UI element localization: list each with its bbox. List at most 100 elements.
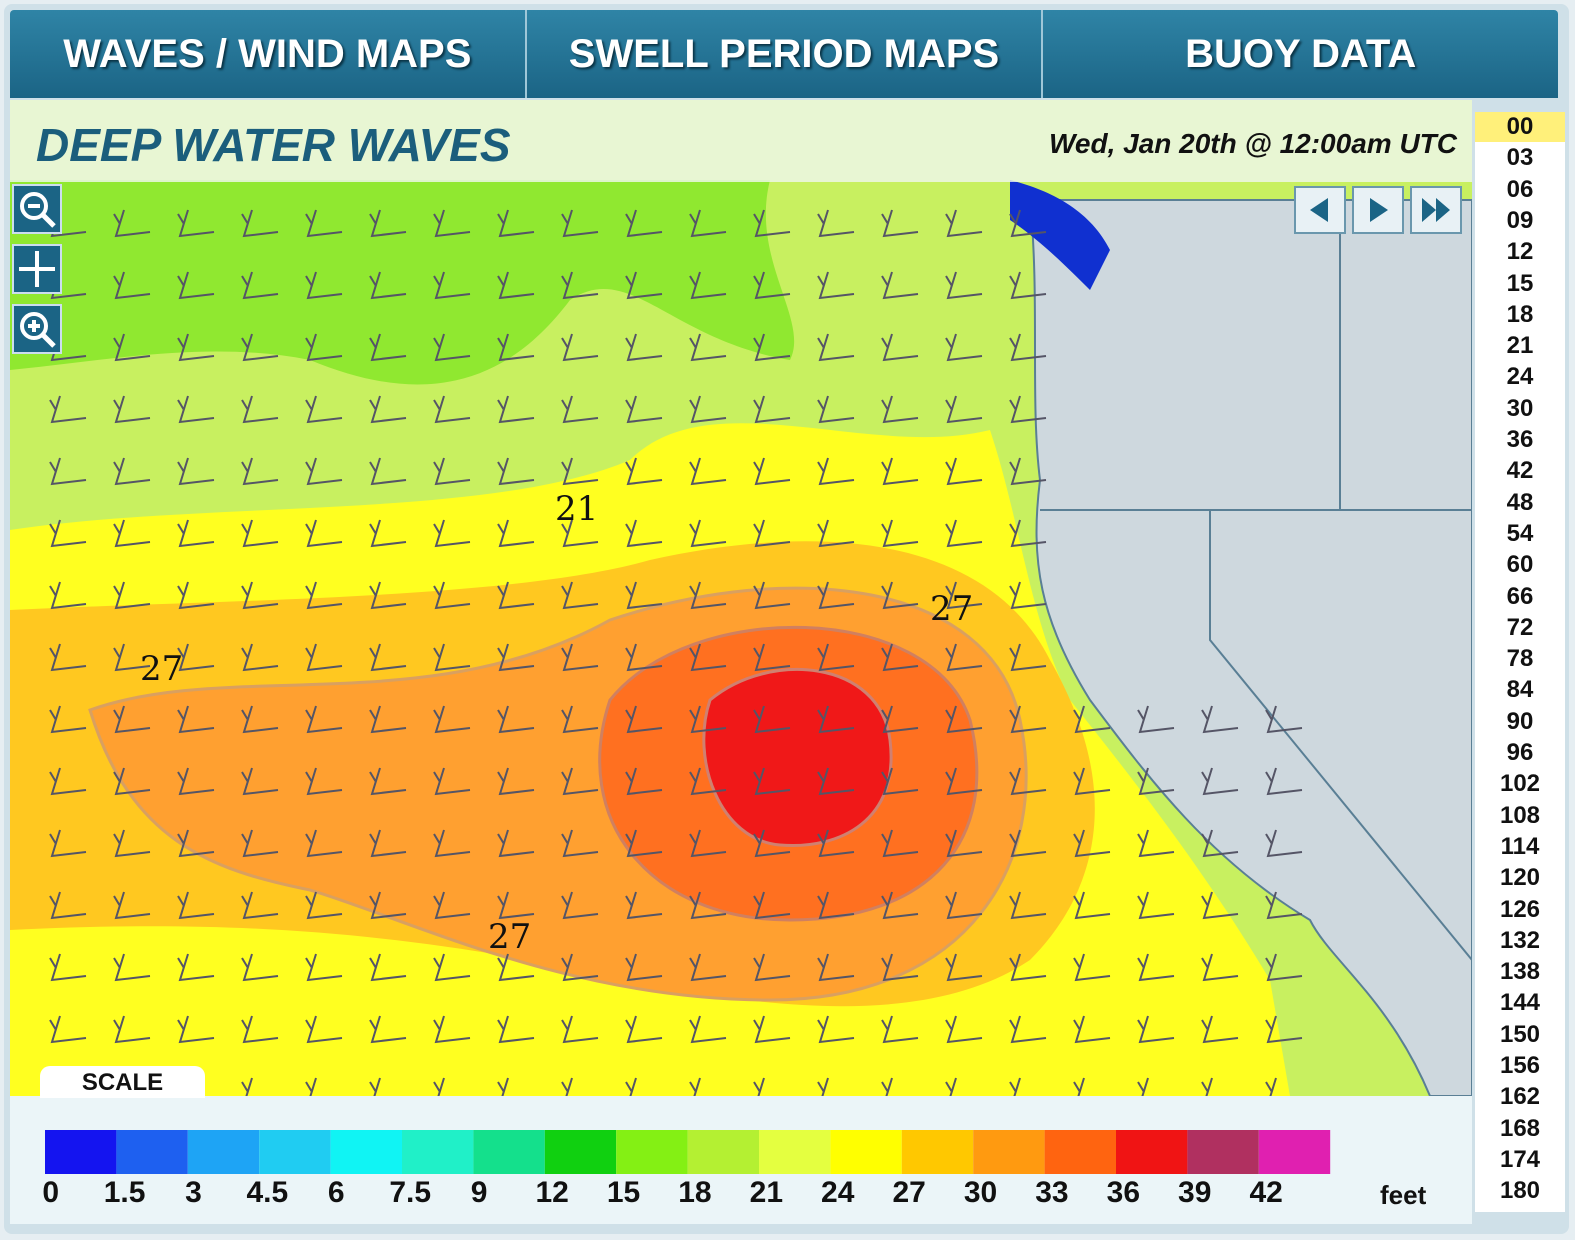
wind-barb bbox=[241, 767, 279, 796]
wind-barb bbox=[881, 767, 919, 796]
hour-option[interactable]: 138 bbox=[1499, 958, 1541, 986]
wind-barb bbox=[369, 953, 407, 982]
wind-barb bbox=[1009, 1077, 1021, 1096]
hour-option[interactable]: 102 bbox=[1499, 770, 1541, 798]
hour-option[interactable]: 132 bbox=[1499, 926, 1541, 954]
green-zone bbox=[10, 180, 795, 385]
hour-option[interactable]: 42 bbox=[1506, 457, 1534, 485]
hour-option[interactable]: 114 bbox=[1500, 832, 1540, 860]
scale-tick-label: 12 bbox=[535, 1176, 569, 1209]
scale-swatch bbox=[973, 1130, 1045, 1174]
wind-barb bbox=[1137, 1015, 1175, 1044]
prev-button[interactable] bbox=[1294, 186, 1346, 234]
wind-barb bbox=[113, 519, 151, 548]
scale-tick-label: 30 bbox=[963, 1176, 998, 1209]
hour-option[interactable]: 36 bbox=[1506, 426, 1534, 453]
hour-option[interactable]: 66 bbox=[1506, 582, 1534, 610]
next-button[interactable] bbox=[1410, 186, 1462, 234]
wind-barb bbox=[305, 1077, 317, 1096]
hour-option[interactable]: 72 bbox=[1506, 613, 1534, 641]
wind-barb bbox=[1265, 829, 1303, 858]
wind-barb bbox=[945, 705, 983, 734]
wind-barb bbox=[1137, 1077, 1149, 1096]
wind-barb bbox=[945, 767, 983, 796]
hour-option[interactable]: 126 bbox=[1499, 895, 1541, 923]
pan-button[interactable] bbox=[12, 244, 62, 294]
wind-barb bbox=[305, 581, 343, 610]
hour-option[interactable]: 162 bbox=[1499, 1083, 1541, 1111]
wind-barb bbox=[497, 581, 535, 610]
wind-barb bbox=[369, 333, 407, 362]
wind-barb bbox=[305, 643, 343, 672]
contour-label: 27 bbox=[488, 917, 531, 957]
hour-option[interactable]: 156 bbox=[1499, 1052, 1541, 1079]
scale-tick-label: 9 bbox=[470, 1176, 488, 1209]
wind-barb bbox=[497, 829, 535, 858]
scale-tick-label: 36 bbox=[1106, 1176, 1141, 1209]
hour-option[interactable]: 00 bbox=[1475, 112, 1565, 142]
scale-tick-label: 15 bbox=[606, 1176, 641, 1209]
wind-barb bbox=[433, 581, 471, 610]
hour-option[interactable]: 15 bbox=[1506, 269, 1534, 297]
wind-barb bbox=[817, 457, 855, 486]
wind-barb bbox=[177, 829, 215, 858]
wind-barb bbox=[881, 519, 919, 548]
wind-barb bbox=[1009, 953, 1047, 982]
nav-tab[interactable]: SWELL PERIOD MAPS bbox=[527, 10, 1044, 98]
wind-barb bbox=[1201, 705, 1239, 734]
hour-option[interactable]: 96 bbox=[1506, 739, 1534, 766]
wind-barb bbox=[241, 891, 279, 920]
hour-option[interactable]: 144 bbox=[1499, 989, 1541, 1017]
hour-option[interactable]: 174 bbox=[1499, 1145, 1541, 1173]
wind-barb bbox=[433, 209, 471, 238]
hour-option[interactable]: 120 bbox=[1499, 864, 1541, 892]
wind-barb bbox=[561, 333, 599, 362]
hour-option[interactable]: 168 bbox=[1499, 1114, 1541, 1142]
wind-barb bbox=[369, 705, 407, 734]
wind-barb bbox=[753, 643, 791, 672]
scale-swatch bbox=[1187, 1130, 1259, 1174]
wind-barb bbox=[561, 643, 599, 672]
hour-option[interactable]: 108 bbox=[1499, 801, 1541, 829]
icon bbox=[19, 251, 55, 287]
wind-barb bbox=[753, 395, 791, 424]
wind-barb bbox=[433, 891, 471, 920]
wind-barb bbox=[945, 953, 983, 982]
wind-barb bbox=[177, 705, 215, 734]
hour-option[interactable]: 24 bbox=[1506, 363, 1534, 391]
zoom-in-button[interactable] bbox=[12, 304, 62, 354]
hour-option[interactable]: 78 bbox=[1506, 645, 1534, 673]
hour-option[interactable]: 30 bbox=[1506, 394, 1534, 422]
wind-barb bbox=[177, 581, 215, 610]
wind-barb bbox=[689, 829, 727, 858]
wind-barb bbox=[561, 271, 599, 300]
wind-barb bbox=[1201, 1015, 1239, 1044]
wind-barb bbox=[1009, 581, 1047, 610]
wind-barb bbox=[945, 519, 983, 548]
scale-tick-label: 33 bbox=[1035, 1176, 1069, 1209]
nav-tab[interactable]: BUOY DATA bbox=[1185, 31, 1417, 76]
hour-option[interactable]: 48 bbox=[1506, 488, 1534, 516]
hour-option[interactable]: 03 bbox=[1506, 144, 1534, 172]
wind-barb bbox=[177, 209, 215, 238]
wind-barb bbox=[241, 705, 279, 734]
hour-option[interactable]: 21 bbox=[1506, 332, 1534, 360]
hour-option[interactable]: 90 bbox=[1506, 707, 1534, 735]
wind-barb bbox=[561, 891, 599, 920]
wind-barb bbox=[1137, 705, 1175, 734]
hour-option[interactable]: 54 bbox=[1506, 519, 1534, 547]
icon bbox=[20, 192, 56, 228]
wind-barb bbox=[753, 457, 791, 486]
hour-option[interactable]: 180 bbox=[1499, 1177, 1541, 1205]
hour-option[interactable]: 84 bbox=[1506, 676, 1534, 704]
hour-option[interactable]: 09 bbox=[1506, 206, 1534, 234]
play-button[interactable] bbox=[1352, 186, 1404, 234]
hour-option[interactable]: 60 bbox=[1506, 551, 1534, 579]
wind-barb bbox=[49, 953, 87, 982]
hour-option[interactable]: 18 bbox=[1506, 300, 1534, 328]
hour-option[interactable]: 150 bbox=[1499, 1020, 1541, 1048]
hour-option[interactable]: 06 bbox=[1506, 175, 1534, 203]
zoom-out-button[interactable] bbox=[12, 184, 62, 234]
nav-tab[interactable]: WAVES / WIND MAPS bbox=[10, 10, 527, 98]
hour-option[interactable]: 12 bbox=[1506, 238, 1534, 266]
